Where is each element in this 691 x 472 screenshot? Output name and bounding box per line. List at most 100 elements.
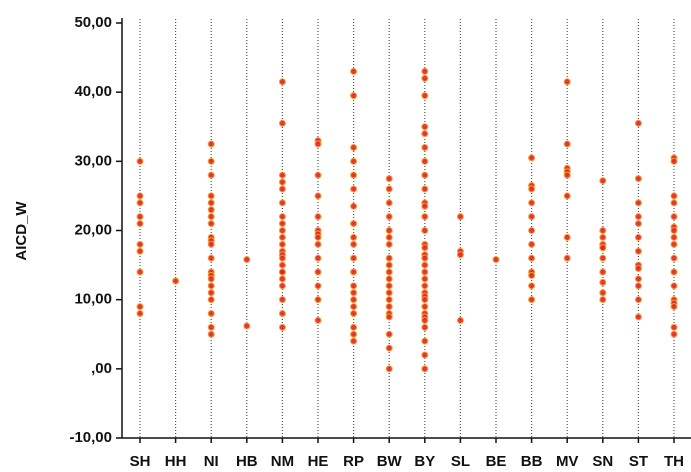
data-point	[421, 261, 429, 269]
data-point	[599, 278, 607, 286]
data-point	[207, 330, 215, 338]
data-point	[456, 316, 464, 324]
data-point	[350, 220, 358, 228]
data-point	[599, 233, 607, 241]
data-point	[207, 192, 215, 200]
data-point	[350, 233, 358, 241]
data-point	[350, 303, 358, 311]
data-point	[136, 240, 144, 248]
data-point	[207, 140, 215, 148]
data-point	[385, 289, 393, 297]
data-point	[278, 254, 286, 262]
data-point	[278, 220, 286, 228]
x-tick-label: NI	[204, 453, 219, 470]
data-point	[136, 220, 144, 228]
data-point	[528, 240, 536, 248]
data-point	[563, 78, 571, 86]
data-point	[314, 140, 322, 148]
y-tick-label: 50,00	[74, 14, 112, 31]
data-point	[385, 303, 393, 311]
data-point	[670, 282, 678, 290]
data-point	[634, 265, 642, 273]
data-point	[634, 247, 642, 255]
data-point	[207, 220, 215, 228]
data-point	[278, 268, 286, 276]
data-point	[136, 303, 144, 311]
data-point	[599, 289, 607, 297]
data-point	[278, 310, 286, 317]
x-tick-label: RP	[343, 453, 364, 470]
data-point	[634, 313, 642, 321]
data-point	[136, 268, 144, 276]
y-tick-label: 30,00	[74, 152, 112, 169]
data-point	[385, 213, 393, 221]
data-point	[456, 251, 464, 259]
data-point	[528, 185, 536, 193]
data-point	[314, 171, 322, 179]
data-point	[207, 240, 215, 248]
data-point	[528, 227, 536, 234]
data-point	[670, 303, 678, 311]
data-point	[350, 330, 358, 338]
data-point	[136, 157, 144, 165]
data-point	[528, 296, 536, 304]
y-tick-label: -10,00	[69, 429, 112, 446]
data-point	[492, 256, 500, 264]
data-point	[421, 303, 429, 311]
data-point	[278, 213, 286, 221]
data-point	[314, 213, 322, 221]
data-point	[563, 233, 571, 241]
data-point	[670, 268, 678, 276]
data-point	[421, 213, 429, 221]
data-point	[350, 92, 358, 100]
y-tick-label: 10,00	[74, 291, 112, 308]
data-point	[278, 171, 286, 179]
data-point	[136, 213, 144, 221]
x-tick-label: BY	[414, 453, 435, 470]
data-point	[528, 199, 536, 207]
data-point	[385, 344, 393, 352]
x-tick-label: SN	[592, 453, 613, 470]
data-point	[350, 282, 358, 290]
x-tick-label: SL	[451, 453, 470, 470]
data-point	[563, 171, 571, 179]
data-point	[634, 220, 642, 228]
data-point	[278, 233, 286, 241]
data-point	[634, 199, 642, 207]
data-point	[634, 296, 642, 304]
data-point	[207, 275, 215, 283]
data-point	[528, 271, 536, 279]
data-point	[278, 261, 286, 269]
data-point	[314, 282, 322, 290]
data-point	[421, 268, 429, 276]
data-point	[278, 240, 286, 248]
data-point	[350, 171, 358, 179]
x-tick-label: HB	[236, 453, 258, 470]
data-point	[172, 277, 180, 285]
data-point	[421, 254, 429, 262]
data-point	[207, 296, 215, 304]
x-tick-label: TH	[664, 453, 684, 470]
data-point	[421, 227, 429, 234]
data-point	[207, 282, 215, 290]
data-point	[421, 144, 429, 151]
data-point	[314, 240, 322, 248]
data-point	[136, 199, 144, 207]
data-point	[385, 240, 393, 248]
data-point	[385, 330, 393, 338]
data-point	[350, 67, 358, 75]
data-point	[385, 185, 393, 193]
data-point	[350, 323, 358, 331]
x-tick-label: NM	[271, 453, 294, 470]
data-point	[421, 67, 429, 75]
data-point	[421, 316, 429, 324]
y-tick-label: 20,00	[74, 221, 112, 238]
data-point	[421, 282, 429, 290]
data-point	[314, 268, 322, 276]
data-point	[670, 254, 678, 262]
data-point	[634, 213, 642, 221]
data-point	[350, 296, 358, 304]
data-point	[421, 157, 429, 165]
data-point	[350, 268, 358, 276]
data-point	[385, 254, 393, 262]
